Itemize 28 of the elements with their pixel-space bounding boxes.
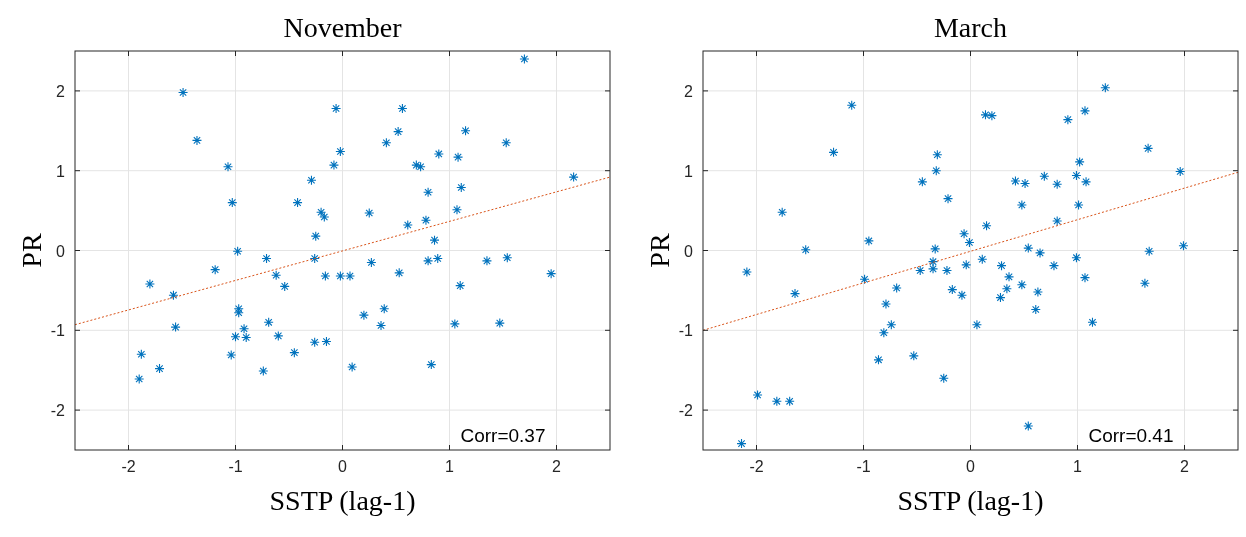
x-axis-title: SSTP (lag-1) (269, 485, 416, 516)
x-tick-label: -1 (856, 458, 871, 475)
x-axis-title: SSTP (lag-1) (897, 485, 1044, 516)
y-tick-label: 0 (56, 242, 66, 260)
y-tick-label: -1 (50, 322, 66, 340)
x-tick-label: -1 (228, 458, 243, 475)
annotation: Corr=0.41 (1088, 425, 1174, 446)
x-tick-label: 0 (338, 458, 348, 475)
x-tick-label: 0 (966, 458, 976, 475)
x-tick-label: 2 (1180, 458, 1190, 475)
x-tick-label: -2 (749, 458, 764, 475)
y-tick-label: 2 (56, 82, 66, 100)
x-tick-label: 1 (445, 458, 455, 475)
y-axis-title: PR (16, 233, 47, 268)
y-axis-title: PR (644, 233, 675, 268)
y-tick-label: -2 (678, 402, 694, 420)
x-tick-label: 2 (552, 458, 562, 475)
y-tick-label: 2 (684, 82, 694, 100)
y-tick-label: 1 (684, 162, 694, 180)
y-tick-label: 1 (56, 162, 66, 180)
y-tick-label: 0 (684, 242, 694, 260)
y-tick-label: -1 (678, 322, 694, 340)
y-tick-label: -2 (50, 402, 66, 420)
x-tick-label: 1 (1073, 458, 1083, 475)
chart-title: November (283, 12, 403, 43)
annotation: Corr=0.37 (460, 425, 546, 446)
x-tick-label: -2 (121, 458, 136, 475)
chart-title: March (933, 12, 1008, 43)
